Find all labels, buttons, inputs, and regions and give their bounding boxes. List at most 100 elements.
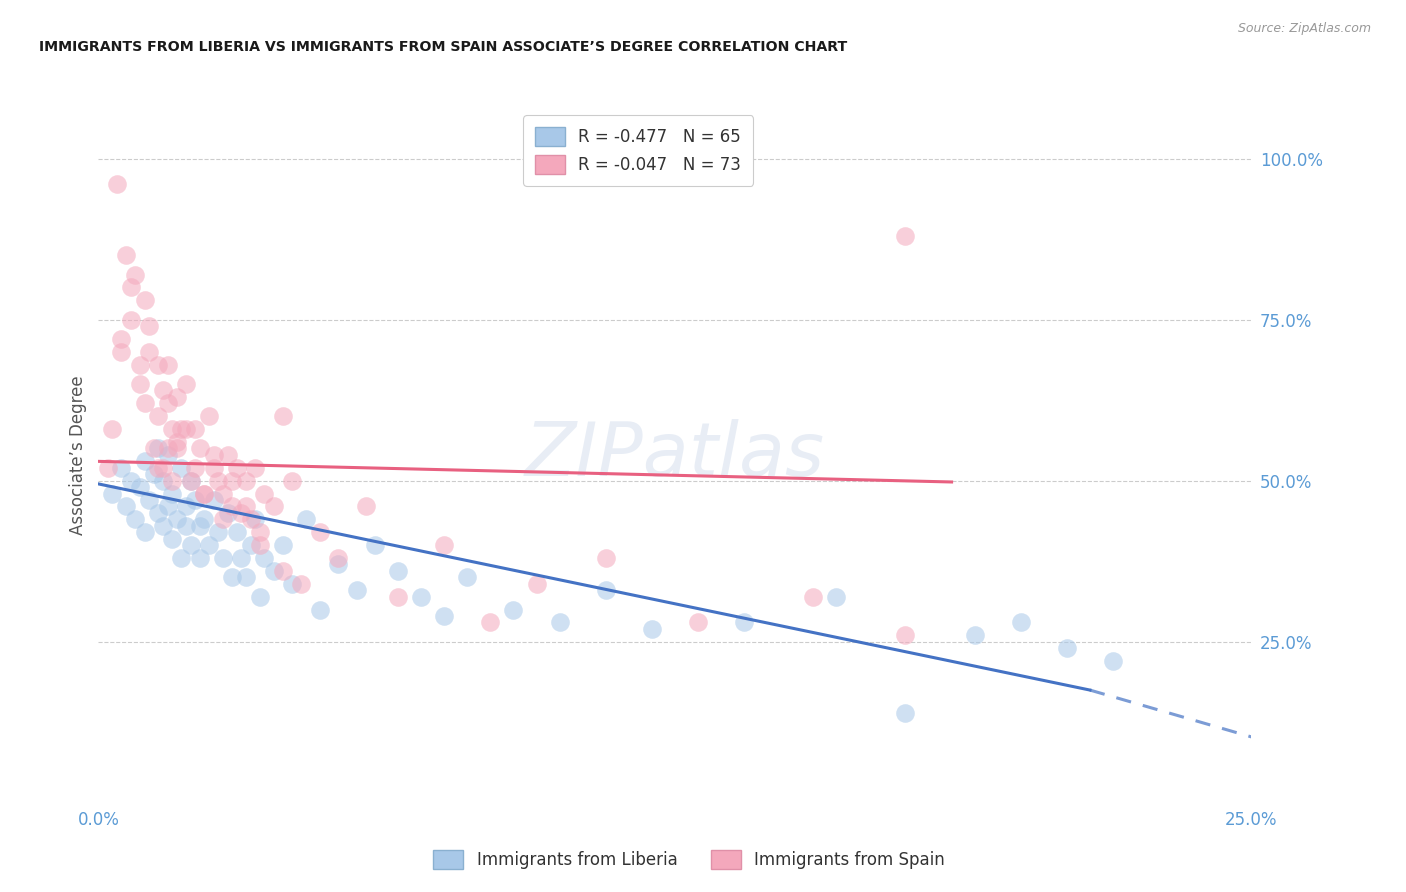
- Point: [160, 422, 183, 436]
- Point: [97, 460, 120, 475]
- Point: [174, 422, 197, 436]
- Point: [134, 396, 156, 410]
- Point: [212, 486, 235, 500]
- Point: [212, 512, 235, 526]
- Point: [138, 344, 160, 359]
- Point: [184, 460, 207, 475]
- Point: [433, 609, 456, 624]
- Point: [253, 486, 276, 500]
- Point: [387, 564, 409, 578]
- Point: [129, 358, 152, 372]
- Point: [160, 486, 183, 500]
- Point: [479, 615, 502, 630]
- Point: [156, 396, 179, 410]
- Point: [188, 551, 211, 566]
- Point: [249, 538, 271, 552]
- Point: [245, 460, 267, 475]
- Point: [152, 384, 174, 398]
- Point: [198, 409, 221, 424]
- Point: [105, 178, 128, 192]
- Point: [526, 576, 548, 591]
- Point: [1102, 654, 1125, 668]
- Point: [170, 551, 193, 566]
- Point: [193, 486, 215, 500]
- Point: [263, 564, 285, 578]
- Point: [193, 512, 215, 526]
- Point: [346, 583, 368, 598]
- Point: [225, 460, 247, 475]
- Point: [160, 532, 183, 546]
- Point: [328, 551, 350, 566]
- Point: [152, 474, 174, 488]
- Point: [148, 506, 170, 520]
- Point: [235, 570, 257, 584]
- Point: [245, 512, 267, 526]
- Point: [308, 602, 330, 616]
- Point: [235, 500, 257, 514]
- Point: [801, 590, 824, 604]
- Point: [129, 480, 152, 494]
- Point: [124, 268, 146, 282]
- Point: [148, 442, 170, 456]
- Point: [156, 358, 179, 372]
- Point: [733, 615, 755, 630]
- Point: [290, 576, 312, 591]
- Point: [148, 409, 170, 424]
- Point: [387, 590, 409, 604]
- Point: [138, 493, 160, 508]
- Text: ZIPatlas: ZIPatlas: [524, 419, 825, 491]
- Point: [239, 538, 262, 552]
- Point: [281, 576, 304, 591]
- Point: [894, 628, 917, 642]
- Point: [217, 506, 239, 520]
- Point: [170, 460, 193, 475]
- Point: [221, 500, 243, 514]
- Point: [263, 500, 285, 514]
- Point: [295, 512, 318, 526]
- Point: [225, 525, 247, 540]
- Point: [115, 500, 138, 514]
- Point: [120, 312, 142, 326]
- Point: [174, 500, 197, 514]
- Point: [156, 448, 179, 462]
- Point: [202, 448, 225, 462]
- Point: [120, 474, 142, 488]
- Point: [595, 551, 617, 566]
- Point: [160, 474, 183, 488]
- Point: [166, 512, 188, 526]
- Legend: Immigrants from Liberia, Immigrants from Spain: Immigrants from Liberia, Immigrants from…: [423, 840, 955, 880]
- Point: [1056, 641, 1078, 656]
- Point: [198, 538, 221, 552]
- Point: [129, 377, 152, 392]
- Point: [110, 344, 132, 359]
- Point: [174, 518, 197, 533]
- Point: [166, 390, 188, 404]
- Point: [180, 474, 202, 488]
- Point: [134, 454, 156, 468]
- Point: [101, 486, 124, 500]
- Point: [142, 442, 165, 456]
- Point: [120, 280, 142, 294]
- Point: [110, 332, 132, 346]
- Point: [184, 493, 207, 508]
- Point: [188, 518, 211, 533]
- Point: [221, 474, 243, 488]
- Point: [134, 525, 156, 540]
- Point: [231, 551, 253, 566]
- Point: [354, 500, 377, 514]
- Point: [101, 422, 124, 436]
- Point: [124, 512, 146, 526]
- Point: [456, 570, 478, 584]
- Point: [825, 590, 848, 604]
- Point: [686, 615, 709, 630]
- Point: [235, 474, 257, 488]
- Point: [207, 525, 229, 540]
- Point: [963, 628, 986, 642]
- Point: [641, 622, 664, 636]
- Point: [249, 590, 271, 604]
- Y-axis label: Associate’s Degree: Associate’s Degree: [69, 376, 87, 534]
- Point: [894, 706, 917, 720]
- Point: [221, 570, 243, 584]
- Point: [231, 506, 253, 520]
- Point: [202, 460, 225, 475]
